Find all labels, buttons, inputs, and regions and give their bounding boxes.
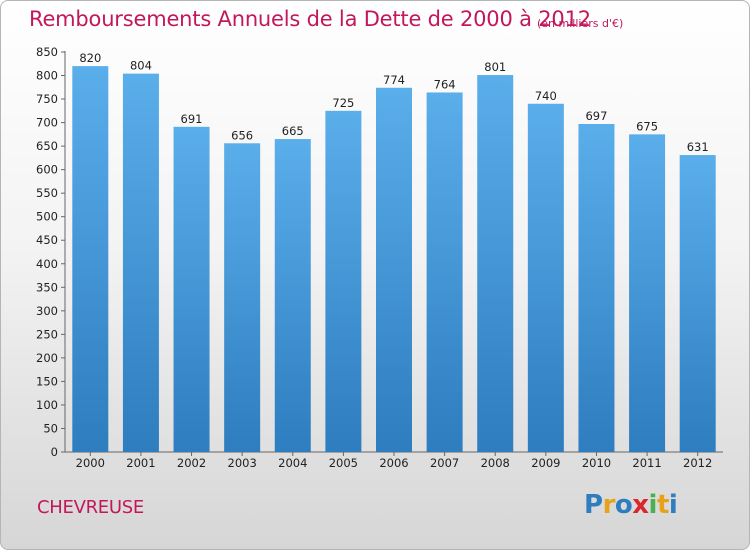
bar-value-label: 764 (434, 77, 456, 91)
bar (173, 126, 210, 452)
bar (274, 139, 311, 452)
x-tick-label: 2003 (228, 456, 257, 470)
chart-data-labels: 820 804 691 656 665 725 774 764 801 740 697 675 631 (79, 51, 708, 154)
chart-bars (72, 66, 716, 453)
bar-value-label: 740 (535, 89, 557, 103)
x-tick-label: 2012 (683, 456, 712, 470)
bar-value-label: 656 (231, 128, 253, 142)
x-tick-label: 2009 (531, 456, 560, 470)
bar (325, 110, 362, 452)
bar-value-label: 801 (484, 60, 506, 74)
bar-value-label: 774 (383, 73, 405, 87)
place-name: CHEVREUSE (37, 497, 144, 518)
bar-value-label: 697 (585, 109, 607, 123)
bar (578, 124, 615, 452)
bar (426, 92, 463, 453)
y-tick-label: 50 (43, 421, 58, 435)
bar-value-label: 631 (687, 140, 709, 154)
bar (527, 103, 564, 452)
y-tick-label: 100 (36, 398, 58, 412)
y-tick-label: 700 (36, 116, 58, 130)
bar-value-label: 665 (282, 124, 304, 138)
bar-value-label: 820 (79, 51, 101, 65)
x-tick-label: 2005 (329, 456, 358, 470)
y-tick-label: 650 (36, 139, 58, 153)
x-tick-label: 2001 (126, 456, 155, 470)
proxiti-logo: Proxiti (584, 490, 678, 520)
bar-value-label: 725 (332, 96, 354, 110)
bar-value-label: 804 (130, 59, 152, 73)
y-tick-label: 350 (36, 280, 58, 294)
x-tick-label: 2008 (481, 456, 510, 470)
bar-value-label: 691 (181, 112, 203, 126)
y-tick-label: 250 (36, 327, 58, 341)
x-tick-label: 2011 (632, 456, 661, 470)
y-tick-label: 0 (51, 445, 58, 459)
y-tick-label: 500 (36, 210, 58, 224)
x-tick-label: 2007 (430, 456, 459, 470)
x-tick-label: 2002 (177, 456, 206, 470)
bar (679, 155, 716, 452)
bar (122, 73, 159, 452)
x-tick-label: 2000 (76, 456, 105, 470)
y-tick-label: 600 (36, 163, 58, 177)
bar-value-label: 675 (636, 119, 658, 133)
bar (629, 134, 666, 452)
y-tick-label: 750 (36, 92, 58, 106)
bar (224, 143, 261, 452)
y-tick-label: 800 (36, 69, 58, 83)
bar (376, 87, 412, 452)
y-tick-label: 850 (36, 45, 58, 59)
y-tick-label: 150 (36, 374, 58, 388)
y-tick-label: 300 (36, 304, 58, 318)
bar (72, 66, 109, 452)
unit-note: (en milliers d'€) (537, 17, 624, 30)
chart-title: Remboursements Annuels de la Dette de 20… (29, 7, 591, 31)
x-tick-label: 2010 (582, 456, 611, 470)
y-tick-label: 400 (36, 257, 58, 271)
bar (477, 75, 514, 452)
x-tick-label: 2006 (379, 456, 408, 470)
y-tick-label: 450 (36, 233, 58, 247)
x-tick-label: 2004 (278, 456, 307, 470)
chart-axes: 0 50 100 150 200 250 300 350 400 450 500 550 600 650 7… (36, 45, 723, 470)
y-tick-label: 200 (36, 351, 58, 365)
y-tick-label: 550 (36, 186, 58, 200)
